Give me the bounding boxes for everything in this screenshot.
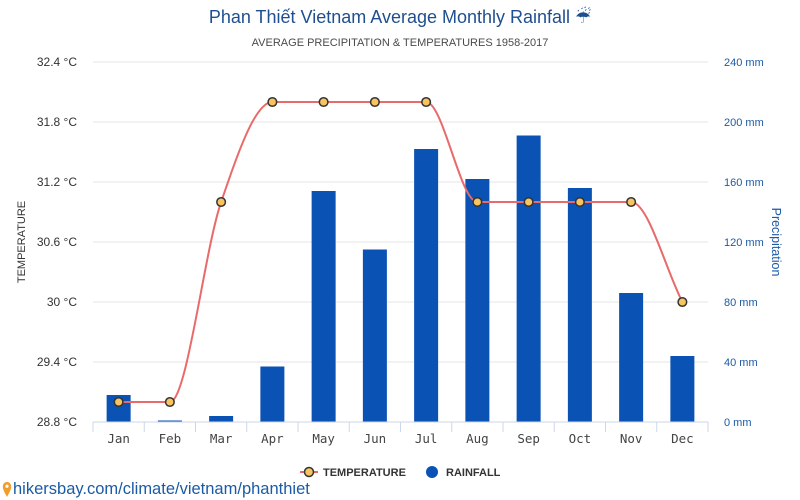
y-right-tick-label: 120 mm xyxy=(724,237,764,249)
y-axis-right: 0 mm 40 mm 80 mm 120 mm 160 mm 200 mm 240 mm xyxy=(724,57,764,429)
temperature-point xyxy=(421,96,432,108)
legend-rainfall-label: RAINFALL xyxy=(446,467,501,479)
legend-item-temperature[interactable]: TEMPERATURE xyxy=(300,466,406,479)
temperature-point xyxy=(216,196,227,208)
x-tick-label: Apr xyxy=(261,431,284,446)
x-tick-label: Mar xyxy=(210,431,233,446)
y-right-tick-label: 160 mm xyxy=(724,177,764,189)
legend-temperature-label: TEMPERATURE xyxy=(323,467,406,479)
temperature-point xyxy=(318,96,329,108)
rainfall-bar xyxy=(260,366,285,422)
y-right-tick-label: 40 mm xyxy=(724,357,758,369)
x-axis: Jan Feb Mar Apr May Jun Jul Aug Sep Oct Nov Dec xyxy=(92,421,709,446)
y-left-tick-label: 28.8 °C xyxy=(37,415,77,429)
temperature-point xyxy=(574,196,585,208)
rainfall-bar xyxy=(670,356,695,422)
rainfall-bar xyxy=(414,149,439,422)
rainfall-bar xyxy=(619,293,644,422)
y-axis-right-title: Precipitation xyxy=(769,208,783,277)
x-tick-label: Oct xyxy=(569,431,592,446)
y-right-tick-label: 0 mm xyxy=(724,417,752,429)
y-left-tick-label: 31.2 °C xyxy=(37,175,77,189)
y-left-tick-label: 29.4 °C xyxy=(37,355,77,369)
rainfall-bar xyxy=(311,191,336,422)
rainfall-bar xyxy=(465,179,490,422)
legend-temperature-marker-symbol xyxy=(303,466,315,478)
source-link[interactable]: hikersbay.com/climate/vietnam/phanthiet xyxy=(2,480,310,498)
y-right-tick-label: 80 mm xyxy=(724,297,758,309)
temperature-point xyxy=(626,196,637,208)
y-left-tick-label: 31.8 °C xyxy=(37,115,77,129)
y-axis-left: 28.8 °C 29.4 °C 30 °C 30.6 °C 31.2 °C 31.8 °C… xyxy=(37,55,77,429)
rainfall-bars xyxy=(106,135,695,422)
y-right-tick-label: 200 mm xyxy=(724,117,764,129)
x-tick-label: Jan xyxy=(107,431,130,446)
source-link-text: hikersbay.com/climate/vietnam/phanthiet xyxy=(13,480,310,498)
rainfall-bar xyxy=(362,249,387,422)
rainfall-bar xyxy=(209,416,234,422)
y-left-tick-label: 30.6 °C xyxy=(37,235,77,249)
chart-title: Phan Thiết Vietnam Average Monthly Rainf… xyxy=(209,6,591,27)
rainfall-bar xyxy=(516,135,541,422)
rainfall-bar xyxy=(157,420,182,422)
legend: TEMPERATURE RAINFALL xyxy=(300,466,501,479)
temperature-point xyxy=(267,96,278,108)
temperature-point xyxy=(369,96,380,108)
legend-item-rainfall[interactable]: RAINFALL xyxy=(426,466,501,479)
x-tick-label: May xyxy=(312,431,335,446)
location-pin-icon xyxy=(2,482,12,497)
x-tick-label: Aug xyxy=(466,431,489,446)
temperature-line xyxy=(118,101,684,403)
chart-subtitle: AVERAGE PRECIPITATION & TEMPERATURES 195… xyxy=(252,37,549,49)
x-tick-label: Dec xyxy=(671,431,694,446)
temperature-point xyxy=(472,196,483,208)
temperature-point xyxy=(677,296,688,308)
x-tick-label: Nov xyxy=(620,431,643,446)
rainfall-bar xyxy=(567,188,592,422)
temperature-series xyxy=(113,96,688,408)
y-axis-left-title: TEMPERATURE xyxy=(16,201,28,283)
temperature-point xyxy=(523,196,534,208)
x-tick-label: Jun xyxy=(364,431,387,446)
temperature-point xyxy=(113,396,124,408)
legend-rainfall-symbol xyxy=(426,466,438,478)
y-left-tick-label: 32.4 °C xyxy=(37,55,77,69)
temperature-point xyxy=(164,396,175,408)
y-left-tick-label: 30 °C xyxy=(47,295,77,309)
y-right-tick-label: 240 mm xyxy=(724,57,764,69)
x-tick-label: Feb xyxy=(159,431,182,446)
x-tick-label: Jul xyxy=(415,431,438,446)
x-tick-label: Sep xyxy=(517,431,540,446)
